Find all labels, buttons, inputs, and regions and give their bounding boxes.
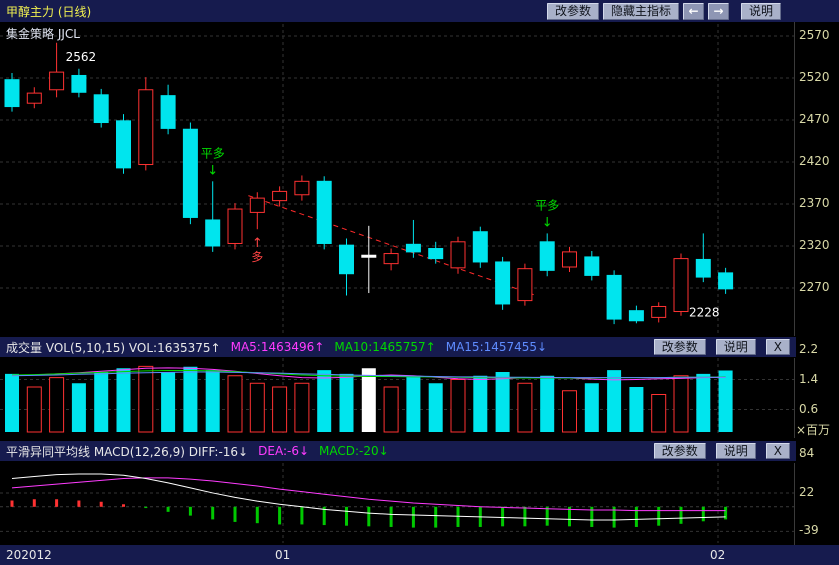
candlestick-chart[interactable]: 平多 ↓ ↑多 平多 ↓ 2562 2228 [0,22,795,336]
axis-tick-label: 2270 [799,280,830,294]
volume-close-button[interactable]: X [765,339,790,355]
hide-main-indicator-button[interactable]: 隐藏主指标 [602,2,679,20]
axis-tick-label: 2470 [799,112,830,126]
svg-text:2228: 2228 [689,305,720,319]
scroll-right-icon[interactable]: → [707,2,729,20]
axis-tick-label: 2.2 [799,341,819,356]
volume-change-params-button[interactable]: 改参数 [653,339,706,355]
axis-tick-label: 2520 [799,70,830,84]
chart-title: 甲醇主力 (日线) [6,4,92,19]
strategy-label: 集金策略 JJCL [6,27,80,41]
time-axis: 202012 01 02 [0,545,839,565]
axis-tick-label: 0.6 [799,401,819,416]
svg-text:多: 多 [251,250,263,264]
svg-text:平多: 平多 [201,146,225,160]
axis-tick-label: 2320 [799,238,830,252]
volume-ma5-label: MA5:1463496↑ [230,340,325,354]
macd-panel-header: 平滑异同平均线 MACD(12,26,9) DIFF:-16↓ DEA:-6↓ … [0,441,796,461]
axis-tick-label: 22 [799,484,815,499]
axis-tick-label: ×百万 [796,423,831,437]
scroll-left-icon[interactable]: ← [682,2,704,20]
main-chart-header: 甲醇主力 (日线) 改参数 隐藏主指标 ← → 说明 [0,0,839,22]
axis-tick-label: 2370 [799,196,830,210]
macd-chart[interactable] [0,463,795,545]
macd-change-params-button[interactable]: 改参数 [653,443,706,459]
time-axis-label: 202012 [6,548,52,562]
volume-chart[interactable] [0,358,795,438]
help-button[interactable]: 说明 [740,2,781,20]
volume-ma10-label: MA10:1465757↑ [334,340,436,354]
macd-close-button[interactable]: X [765,443,790,459]
volume-ma15-label: MA15:1457455↓ [445,340,548,354]
svg-text:↓: ↓ [207,163,218,178]
axis-tick-label: 84 [799,445,815,460]
axis-tick-label: 2420 [799,154,830,168]
macd-value-label: MACD:-20↓ [319,444,389,458]
change-params-button[interactable]: 改参数 [546,2,599,20]
volume-panel-header: 成交量 VOL(5,10,15) VOL:1635375↑ MA5:146349… [0,337,796,357]
axis-tick-label: 2570 [799,28,830,42]
axis-tick-label: -39 [799,523,819,538]
time-axis-label: 01 [275,548,291,562]
time-axis-label: 02 [710,548,726,562]
svg-text:↓: ↓ [542,215,553,230]
axis-tick-label: 1.4 [799,371,819,386]
svg-text:2562: 2562 [66,50,97,64]
volume-help-button[interactable]: 说明 [715,339,756,355]
svg-text:↑: ↑ [252,236,263,251]
macd-help-button[interactable]: 说明 [715,443,756,459]
macd-indicator-label: 平滑异同平均线 MACD(12,26,9) DIFF:-16↓ [6,444,249,459]
volume-indicator-label: 成交量 VOL(5,10,15) VOL:1635375↑ [6,340,221,355]
macd-dea-label: DEA:-6↓ [258,444,310,458]
svg-text:平多: 平多 [535,198,559,212]
main-toolbar: 改参数 隐藏主指标 ← → 说明 [546,2,781,20]
